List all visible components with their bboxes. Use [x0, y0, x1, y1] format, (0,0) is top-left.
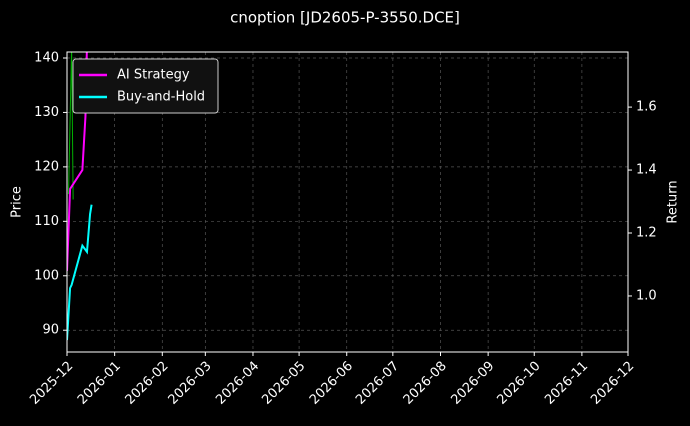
y2-tick-label: 1.0 — [636, 288, 657, 303]
y-tick-label: 130 — [34, 105, 59, 120]
y-tick-label: 100 — [34, 268, 59, 283]
y2-tick-label: 1.4 — [636, 163, 657, 178]
y2-tick-label: 1.6 — [636, 100, 657, 115]
series-line — [67, 204, 93, 341]
legend-label: Buy-and-Hold — [117, 90, 205, 105]
y-tick-label: 120 — [34, 159, 59, 174]
legend-label: AI Strategy — [117, 68, 190, 83]
y2-tick-label: 1.2 — [636, 226, 657, 241]
legend-box — [72, 58, 219, 114]
y-tick-label: 90 — [42, 323, 59, 338]
y-tick-label: 140 — [34, 50, 59, 65]
y2-axis-label: Return — [666, 180, 681, 223]
y-axis-label: Price — [10, 186, 25, 218]
plot-frame — [66, 51, 629, 353]
chart-title: cnoption [JD2605-P-3550.DCE] — [230, 9, 460, 27]
series-line — [68, 52, 74, 200]
y-tick-label: 110 — [34, 214, 59, 229]
